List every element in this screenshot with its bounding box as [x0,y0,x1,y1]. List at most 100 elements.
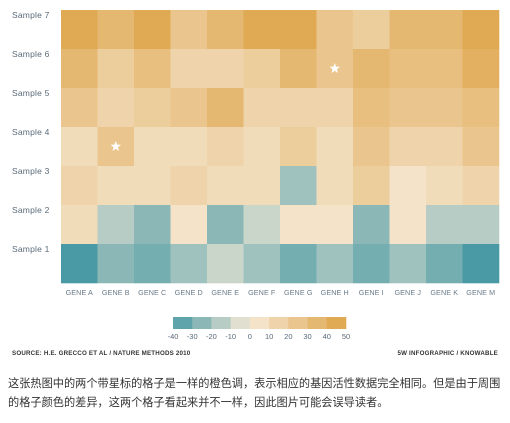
heatmap-cell [170,88,208,128]
caption: 这张热图中的两个带星标的格子是一样的橙色调，表示相应的基因活性数据完全相同。但是… [8,377,501,409]
colorbar-tick-label: 50 [342,332,350,341]
heatmap-cell [426,88,463,128]
heatmap-cell [207,166,244,206]
heatmap-cell [243,49,281,89]
heatmap-cell [134,49,171,89]
heatmap-cell [280,205,317,245]
colorbar-tick-label: -20 [206,332,217,341]
heatmap-cell [426,244,463,284]
heatmap-cell [61,88,98,128]
colorbar [173,317,347,329]
heatmap-cell [462,205,500,245]
heatmap-cell [170,205,208,245]
heatmap-cell [170,10,208,50]
heatmap-cell [97,205,135,245]
colorbar-swatch [230,317,251,329]
colorbar-swatch [211,317,231,329]
column-label: GENE B [102,288,130,297]
heatmap-cell [170,244,208,284]
heatmap-cell [61,205,98,245]
star-icon [110,141,121,151]
column-label: GENE F [248,288,276,297]
heatmap-cell [462,49,500,89]
star-markers [110,63,340,151]
heatmap-cell [353,88,390,128]
heatmap-cell [170,127,208,167]
heatmap-cell [389,244,427,284]
heatmap-cell [462,127,500,167]
row-label: Sample 7 [12,10,50,20]
heatmap-cell [97,88,135,128]
heatmap-cell [61,49,98,89]
column-label: GENE A [66,288,93,297]
colorbar-swatch [269,317,289,329]
heatmap-cell [134,127,171,167]
colorbar-swatch [249,317,270,329]
heatmap-cell [426,205,463,245]
heatmap-cell [353,244,390,284]
heatmap-cell [243,88,281,128]
heatmap-cell [426,166,463,206]
heatmap-cell [389,127,427,167]
colorbar-swatch [288,317,308,329]
heatmap-cell [316,10,354,50]
heatmap-cell [280,88,317,128]
heatmap-cell [134,166,171,206]
heatmap-cell [61,127,98,167]
heatmap-cell [462,166,500,206]
column-label: GENE H [321,288,349,297]
row-labels: Sample 7 Sample 6 Sample 5 Sample 4 Sample 3… [12,10,50,254]
colorbar-swatch [192,317,212,329]
heatmap-cell [134,88,171,128]
heatmap-cell [389,166,427,206]
row-label: Sample 1 [12,244,50,254]
heatmap-cell [207,88,244,128]
heatmap-cell [61,10,98,50]
heatmap-cell [207,49,244,89]
heatmap-cell [426,127,463,167]
heatmap-cell [280,10,317,50]
colorbar-tick-label: 40 [323,332,331,341]
heatmap-cell [353,49,390,89]
column-label: GENE M [466,288,495,297]
heatmap-cell [316,205,354,245]
heatmap-cell [97,166,135,206]
heatmap-cell [97,10,135,50]
heatmap-cell [280,166,317,206]
colorbar-tick-label: 0 [248,332,252,341]
heatmap-cell [207,127,244,167]
column-label: GENE E [211,288,239,297]
heatmap-cell [316,244,354,284]
colorbar-tick-label: 10 [265,332,273,341]
colorbar-swatch [326,317,347,329]
column-label: GENE J [394,288,421,297]
heatmap-cell [353,205,390,245]
row-label: Sample 3 [12,166,50,176]
colorbar-tick-label: 20 [284,332,292,341]
heatmap-cell [61,244,98,284]
colorbar-swatch [307,317,328,329]
heatmap-cell [207,244,244,284]
heatmap-chart: Sample 7 Sample 6 Sample 5 Sample 4 Sample 3… [12,10,500,341]
heatmap-cell [462,10,500,50]
row-label: Sample 2 [12,205,50,215]
row-label: Sample 5 [12,88,50,98]
heatmap-cell [280,244,317,284]
column-label: GENE I [359,288,384,297]
heatmap-cell [462,88,500,128]
column-label: GENE K [430,288,458,297]
heatmap-cells [61,10,500,284]
colorbar-tick-label: -10 [225,332,236,341]
heatmap-cell [97,244,135,284]
column-labels: GENE A GENE B GENE C GENE D GENE E GENE F GENE… [66,288,496,297]
heatmap-cell [207,205,244,245]
heatmap-cell [316,166,354,206]
heatmap-cell [426,49,463,89]
colorbar-tick-labels: -40 -30 -20 -10 0 10 20 30 40 50 [168,332,351,341]
column-label: GENE G [284,288,313,297]
heatmap-cell [243,10,281,50]
heatmap-cell [389,88,427,128]
heatmap-cell [353,166,390,206]
heatmap-cell [61,166,98,206]
heatmap-cell [389,49,427,89]
